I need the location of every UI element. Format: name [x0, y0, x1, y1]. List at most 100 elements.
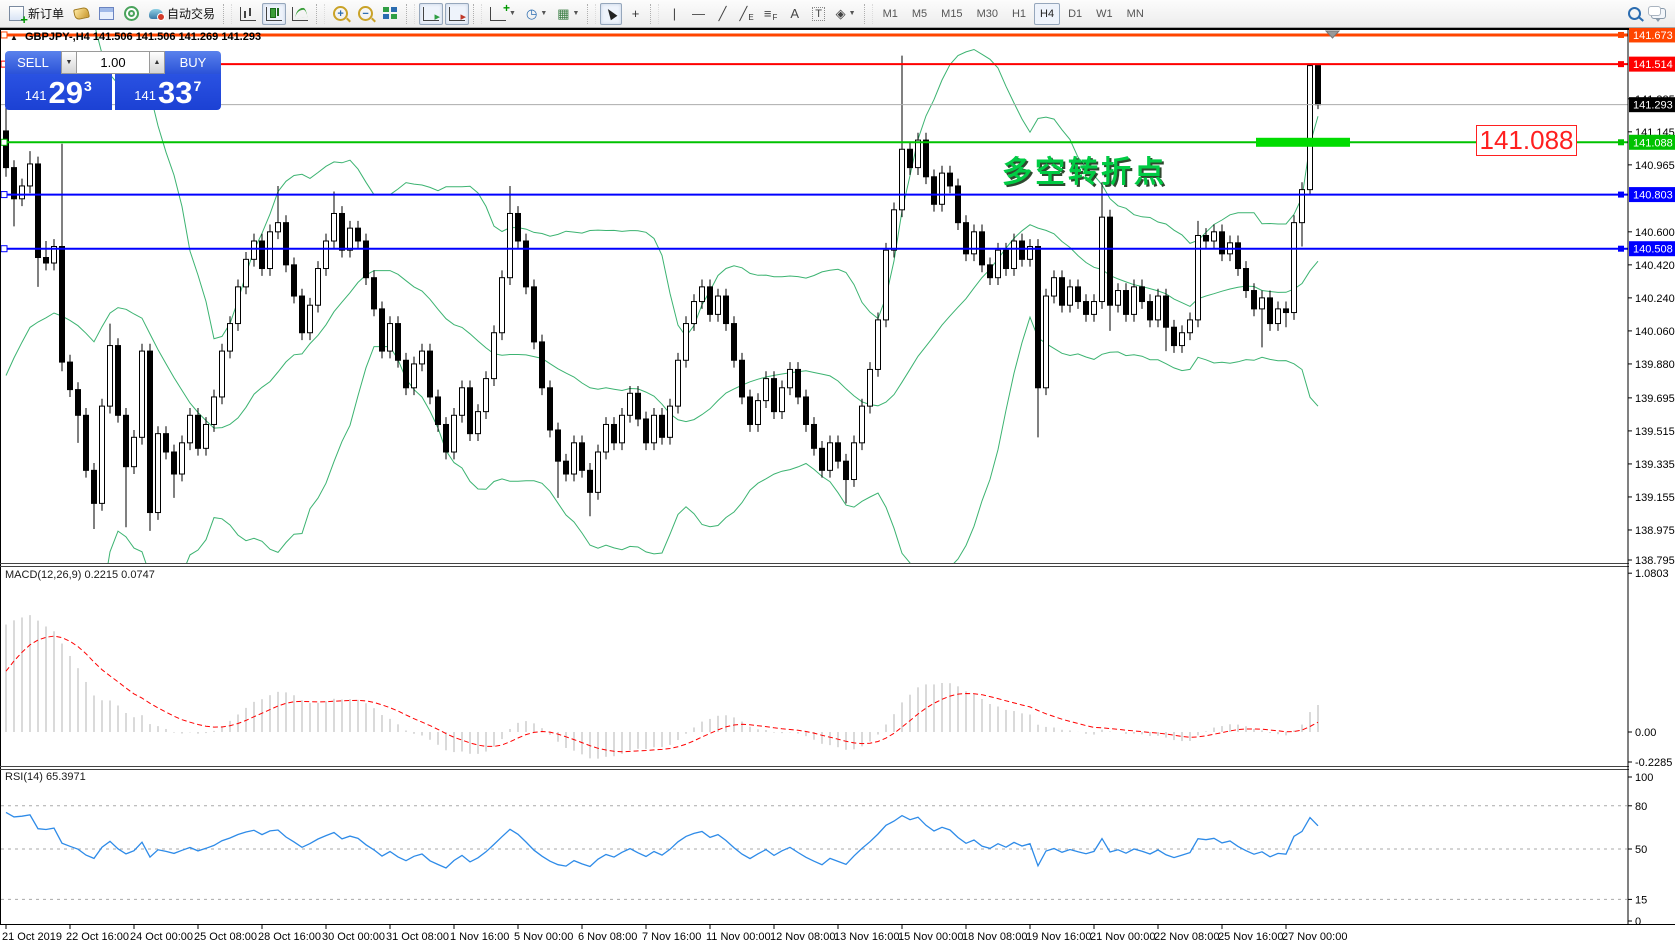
chat-icon [1648, 6, 1666, 22]
candle [179, 442, 185, 475]
vertical-line-icon[interactable]: | [663, 3, 685, 25]
candle [451, 414, 457, 453]
tile-windows-icon[interactable] [379, 3, 402, 25]
auto-scroll-icon [423, 6, 440, 23]
svg-text:141.673: 141.673 [1633, 30, 1673, 42]
fibonacci-icon[interactable]: ≡ F [763, 6, 778, 22]
candle [547, 387, 553, 431]
candlestick-chart-icon[interactable] [262, 2, 287, 25]
ask-price-button[interactable]: 141 33 7 [114, 74, 221, 110]
chart-shift-icon[interactable] [445, 2, 470, 25]
trendline-icon[interactable]: ╱ [711, 3, 733, 25]
thick-green-segment[interactable] [1256, 137, 1350, 147]
new-order-button-label: 新订单 [28, 7, 65, 21]
candle [155, 433, 161, 514]
cursor-icon[interactable] [600, 2, 623, 25]
toolbar-separator [223, 3, 233, 24]
shapes-icon[interactable]: ◈ ▼ [832, 3, 860, 25]
volume-down-button[interactable]: ▼ [61, 51, 77, 74]
timeframe-d1[interactable]: D1 [1068, 7, 1083, 20]
periods-icon-caret[interactable]: ▼ [540, 10, 548, 17]
templates-icon[interactable]: ▦ ▼ [553, 3, 583, 25]
svg-text:18 Nov 08:00: 18 Nov 08:00 [962, 931, 1027, 943]
auto-scroll-icon[interactable] [419, 2, 444, 25]
candle [411, 363, 417, 389]
svg-text:140.803: 140.803 [1633, 190, 1673, 202]
search-icon[interactable] [1623, 3, 1645, 25]
text-label-icon[interactable]: T [808, 3, 830, 25]
indicators-icon[interactable]: ▼ [486, 1, 520, 25]
indicators-icon [490, 1, 510, 21]
candle [1123, 290, 1129, 315]
equidistant-channel-icon: ╱ [739, 5, 748, 21]
timeframe-m30[interactable]: M30 [976, 7, 998, 20]
candle [955, 185, 961, 224]
rsi-pane [1, 805, 1627, 900]
candle [883, 249, 889, 321]
one-click-toggle-icon[interactable]: ▲ [10, 33, 18, 42]
time-axis[interactable]: 21 Oct 2019 22 Oct 16:00 24 Oct 00:00 25 Oc… [2, 925, 1347, 943]
toolbar-separator [863, 3, 873, 24]
candle [1203, 234, 1209, 242]
candle [363, 240, 369, 279]
svg-text:140.508: 140.508 [1633, 244, 1673, 256]
candle [643, 418, 649, 444]
auto-trading-button[interactable]: 自动交易 [145, 3, 219, 25]
volume-input[interactable]: 1.00 [77, 51, 149, 74]
candle [235, 286, 241, 325]
candle [1211, 231, 1217, 242]
timeframe-mn[interactable]: MN [1126, 7, 1144, 20]
templates-icon-caret[interactable]: ▼ [572, 10, 580, 17]
candle [619, 414, 625, 444]
indicators-icon-caret[interactable]: ▼ [509, 10, 516, 17]
candle [755, 400, 761, 425]
candle [1091, 301, 1097, 315]
candle [819, 447, 825, 471]
new-order-button[interactable]: 新订单 [5, 3, 68, 27]
candle [355, 227, 361, 242]
bid-price-button[interactable]: 141 29 3 [5, 74, 112, 110]
svg-text:139.695: 139.695 [1635, 393, 1675, 405]
timeframe-m15[interactable]: M15 [941, 7, 963, 20]
candle [563, 460, 569, 475]
one-click-trade-panel: SELL ▼ 1.00 ▲ BUY 141 29 3 141 33 7 [5, 51, 221, 110]
crosshair-icon[interactable]: + [624, 3, 646, 25]
svg-text:0.00: 0.00 [1635, 727, 1656, 739]
ask-prefix: 141 [134, 88, 156, 103]
equidistant-channel-icon[interactable]: ╱ E [739, 5, 754, 22]
timeframe-w1[interactable]: W1 [1096, 7, 1113, 20]
zoom-out-icon[interactable]: − [354, 3, 377, 25]
shapes-icon-caret[interactable]: ▼ [848, 10, 856, 17]
candle [635, 392, 641, 420]
horizontal-line-icon[interactable]: — [687, 3, 709, 25]
buy-button[interactable]: BUY [165, 51, 221, 74]
line-chart-icon[interactable] [288, 3, 312, 25]
zoom-in-icon[interactable]: + [329, 3, 352, 25]
timeframe-m5[interactable]: M5 [911, 7, 928, 20]
text-label-icon: T [812, 6, 826, 21]
profile-icon[interactable] [70, 3, 93, 25]
bar-chart-icon[interactable] [236, 3, 260, 25]
candle [491, 332, 497, 380]
candle [1107, 216, 1113, 306]
volume-up-button[interactable]: ▲ [149, 51, 165, 74]
svg-text:1 Nov 16:00: 1 Nov 16:00 [450, 931, 509, 943]
signals-icon[interactable] [120, 3, 143, 25]
sell-button[interactable]: SELL [5, 51, 61, 74]
timeframe-h1[interactable]: H1 [1011, 7, 1027, 20]
vertical-line-icon: | [672, 6, 677, 21]
timeframe-h4[interactable]: H4 [1034, 2, 1061, 25]
templates-icon: ▦ [557, 5, 570, 21]
candle [611, 423, 617, 444]
text-icon[interactable]: A [784, 3, 806, 25]
periods-icon[interactable]: ◷ ▼ [522, 3, 551, 25]
chat-icon[interactable] [1647, 3, 1670, 25]
timeframe-m1[interactable]: M1 [882, 7, 898, 20]
candle [59, 246, 65, 363]
price-axis[interactable]: 141.325141.145140.965140.600140.420140.2… [1627, 27, 1675, 928]
market-watch-icon[interactable] [95, 3, 118, 25]
candle [1027, 246, 1033, 260]
chart-shift-marker-icon[interactable] [1324, 30, 1341, 39]
candle [195, 414, 201, 449]
